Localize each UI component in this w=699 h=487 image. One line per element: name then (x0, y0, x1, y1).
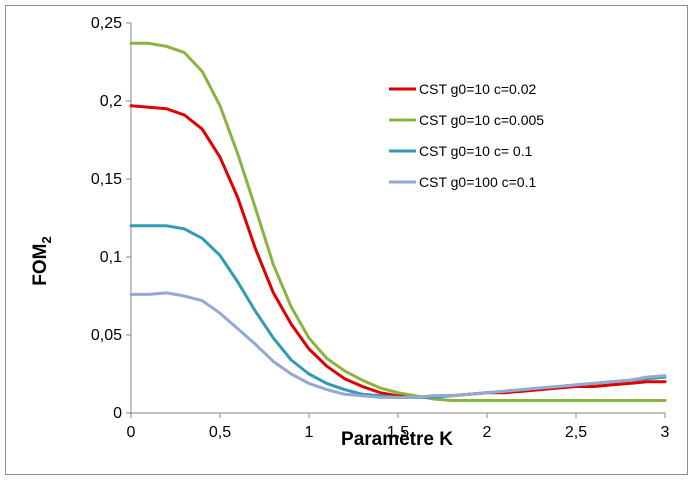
series-line-4 (129, 291, 667, 399)
x-tick-label: 2 (483, 424, 492, 441)
y-tick-label: 0,1 (100, 249, 122, 266)
legend: CST g0=10 c=0.02 CST g0=10 c=0.005 CST g0=… (389, 81, 544, 190)
y-tick-label: 0,15 (91, 171, 122, 188)
y-tick-label: 0,05 (91, 327, 122, 344)
y-tick-label: 0,25 (91, 15, 122, 32)
series-line-1 (129, 104, 667, 399)
legend-label-1: CST g0=10 c=0.02 (419, 81, 536, 97)
x-tick-label: 0 (127, 424, 136, 441)
x-tick-label: 0,5 (209, 424, 231, 441)
x-axis-title: Paramètre K (341, 429, 453, 450)
y-tick-label: 0 (113, 405, 122, 422)
y-axis-title: FOM2 (30, 236, 54, 285)
y-axis-title-subscript: 2 (39, 236, 54, 243)
legend-label-3: CST g0=10 c= 0.1 (419, 143, 533, 159)
x-tick-label: 3 (661, 424, 670, 441)
chart-axes: 0 0,05 0,1 0,15 0,2 0,25 0 0,5 1 1,5 2 2,5 3 (91, 15, 670, 441)
series-line-2 (129, 41, 667, 402)
legend-label-2: CST g0=10 c=0.005 (419, 112, 544, 128)
legend-label-4: CST g0=100 c=0.1 (419, 174, 536, 190)
y-tick-label: 0,2 (100, 93, 122, 110)
x-tick-label: 2,5 (565, 424, 587, 441)
x-tick-label: 1 (305, 424, 314, 441)
chart-frame (5, 5, 688, 475)
series-layer (129, 41, 667, 402)
x-tick-label: 1,5 (387, 424, 409, 441)
series-line-3 (129, 224, 667, 399)
y-axis-title-main: FOM (30, 244, 51, 286)
